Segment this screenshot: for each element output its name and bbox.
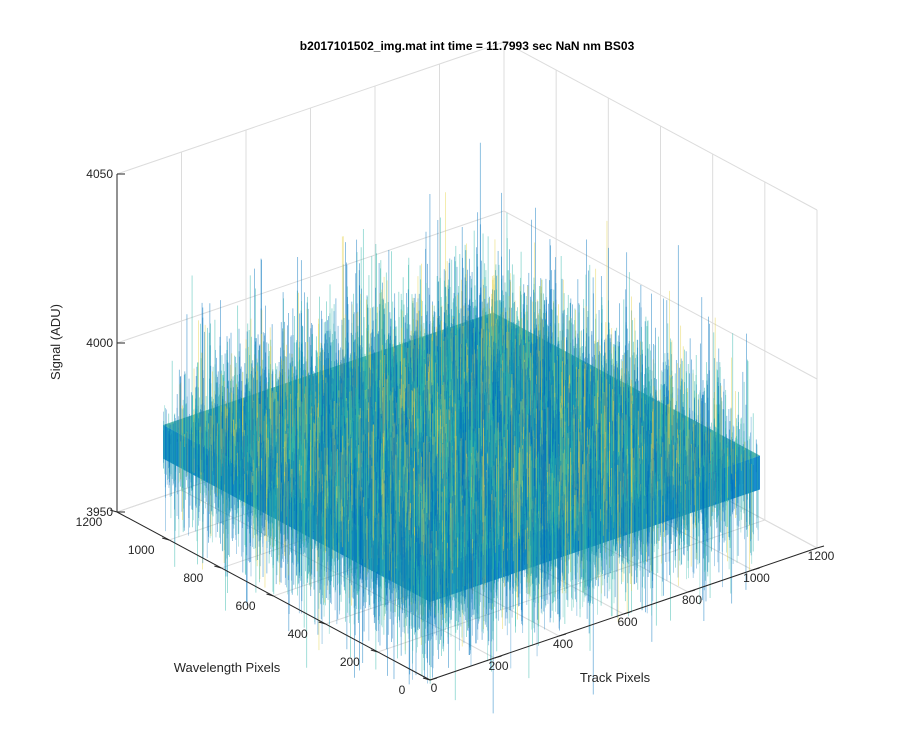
grid-line (116, 210, 505, 344)
surface-data (163, 142, 760, 714)
grid-line (503, 210, 818, 380)
grid-line (116, 41, 505, 175)
grid-line (503, 41, 818, 211)
